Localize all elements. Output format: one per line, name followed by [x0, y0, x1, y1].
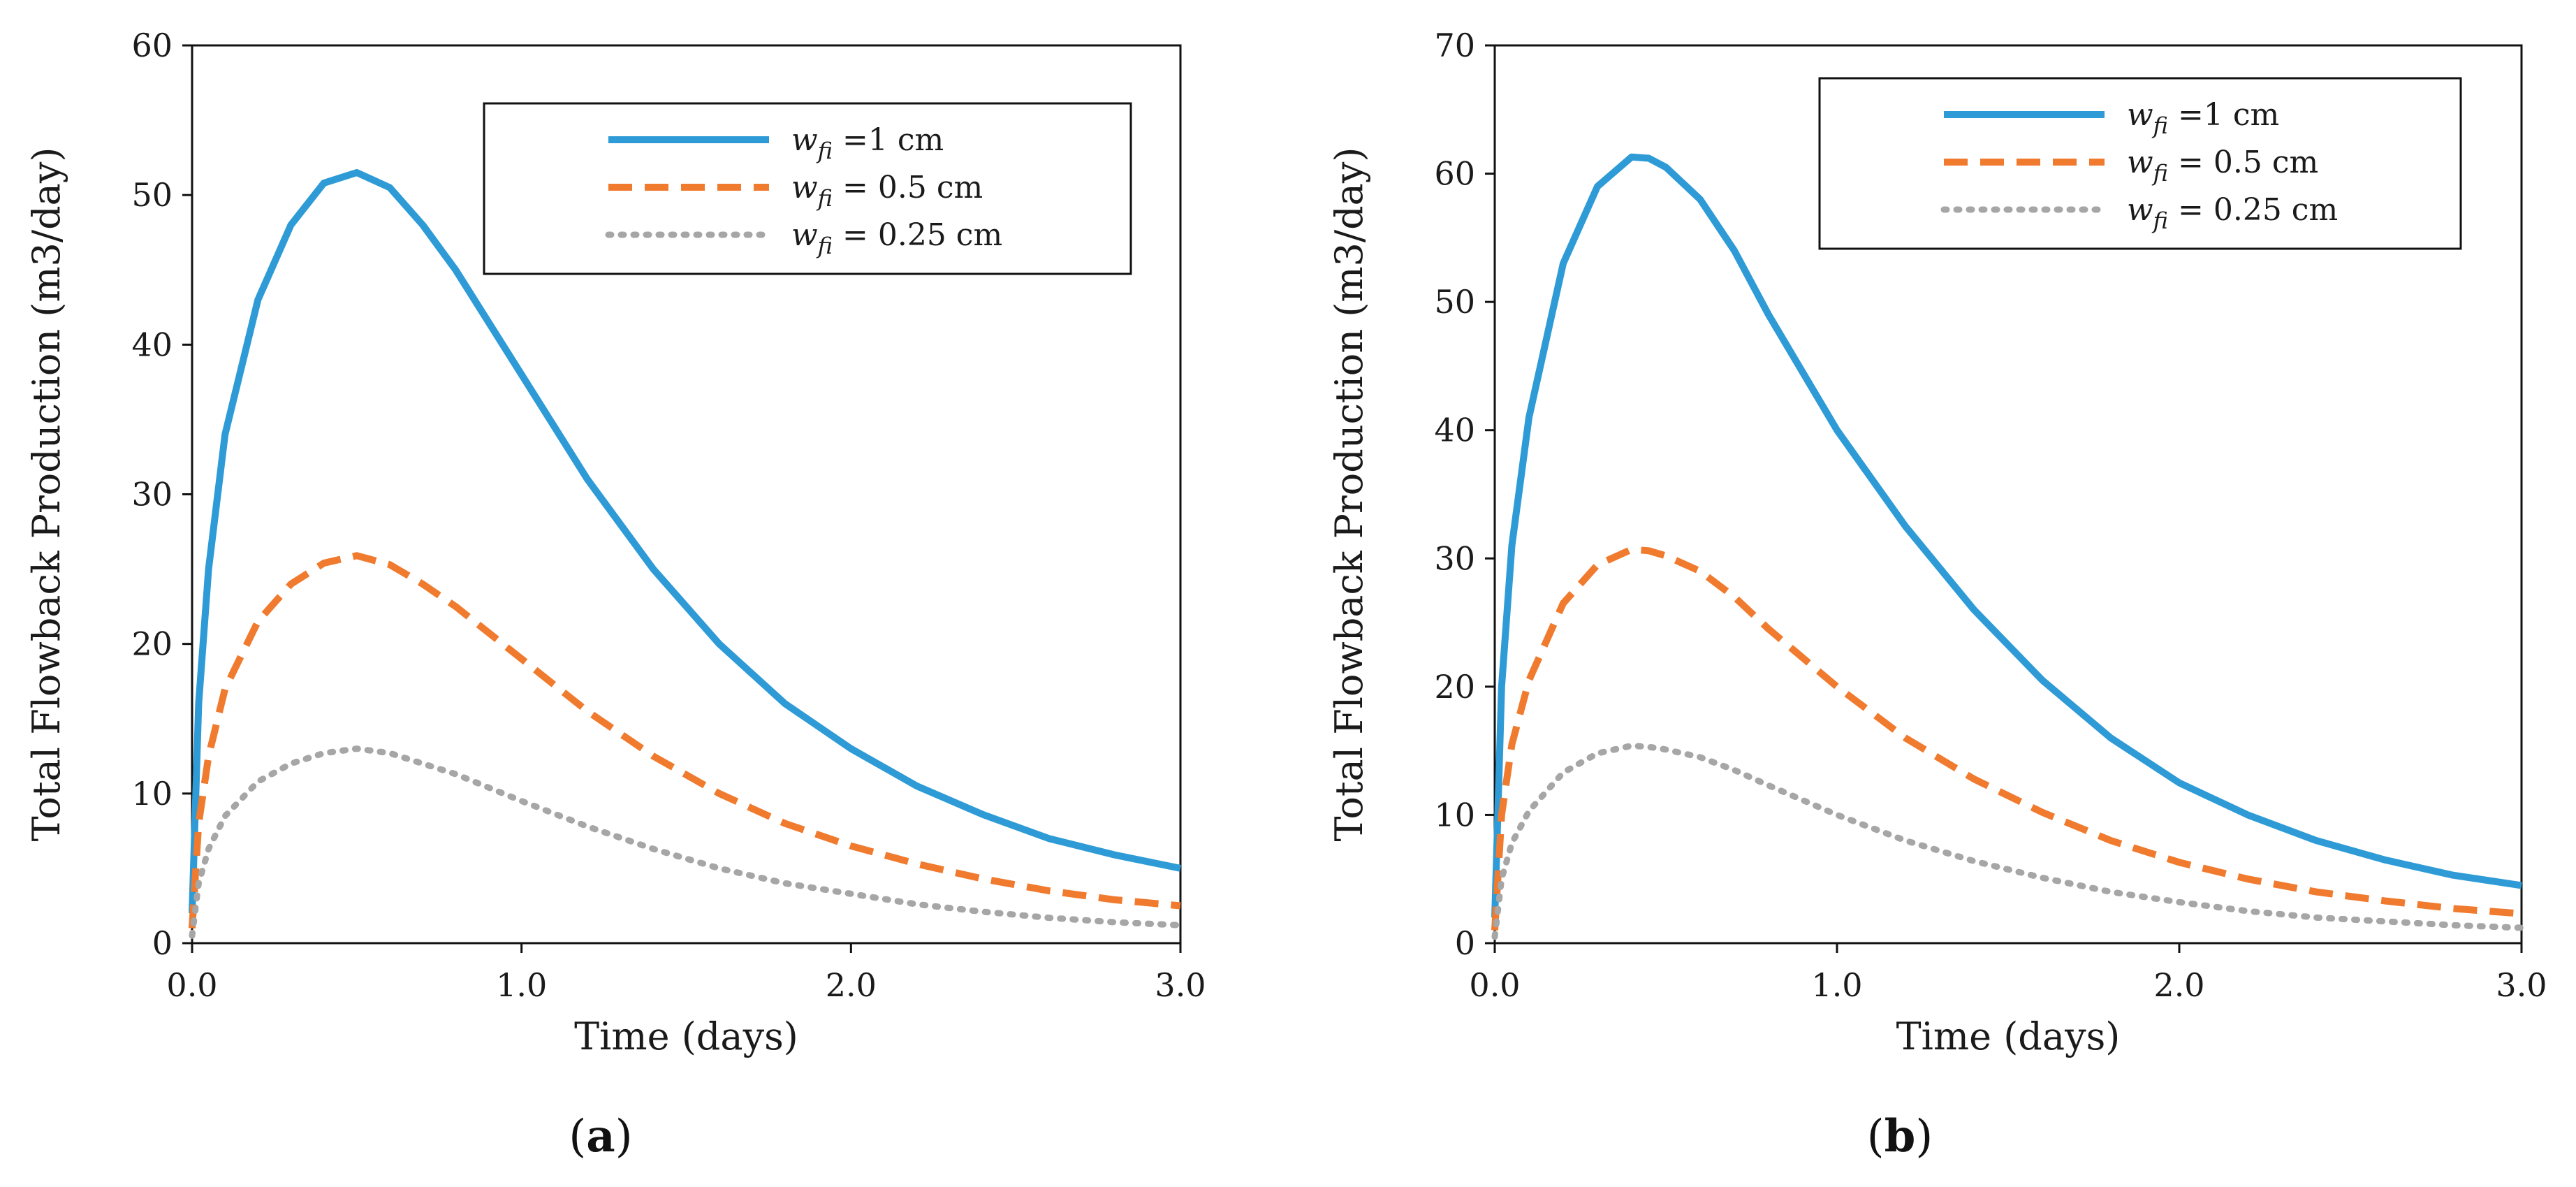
series-line-3: [1491, 742, 2525, 940]
y-tick-label: 20: [131, 625, 173, 663]
legend-entry-3: wfi = 0.25 cm: [2127, 192, 2338, 234]
y-tick-label: 50: [1434, 283, 1475, 321]
y-tick-label: 70: [1434, 27, 1475, 64]
plot-frame: [1493, 44, 2523, 945]
y-tick-label: 10: [131, 775, 173, 813]
legend-entry-3: wfi = 0.25 cm: [791, 217, 1002, 259]
series-line-2: [1491, 546, 2522, 931]
y-tick-label: 40: [131, 326, 173, 363]
legend-entry-2: wfi = 0.5 cm: [2127, 145, 2318, 187]
x-tick-label: 1.0: [1811, 966, 1862, 1004]
x-axis-title: Time (days): [1896, 1014, 2121, 1058]
y-tick-label: 30: [1434, 539, 1475, 577]
series-line-2: [189, 552, 1181, 929]
legend-entry-2: wfi = 0.5 cm: [791, 170, 983, 212]
panel-label: (a): [569, 1110, 632, 1163]
x-tick-label: 2.0: [826, 966, 877, 1004]
legend-entry-1: wfi =1 cm: [791, 122, 944, 164]
x-tick-label: 2.0: [2153, 966, 2204, 1004]
panel-label: (b): [1867, 1110, 1933, 1163]
y-tick-label: 0: [152, 924, 173, 962]
y-tick-label: 40: [1434, 412, 1475, 449]
y-tick-label: 60: [1434, 155, 1475, 193]
x-axis-title: Time (days): [574, 1014, 798, 1058]
y-tick-label: 20: [1434, 668, 1475, 706]
series-line-1: [1491, 153, 2522, 918]
x-tick-label: 1.0: [496, 966, 547, 1004]
y-tick-label: 60: [131, 27, 173, 64]
legend-entry-1: wfi =1 cm: [2127, 97, 2279, 139]
legend-box: [1818, 77, 2462, 250]
y-tick-label: 50: [131, 176, 173, 214]
x-tick-label: 0.0: [1469, 966, 1520, 1004]
legend: wfi =1 cm wfi = 0.5 cm wfi = 0.25 cm: [483, 102, 1132, 275]
y-axis-title: Total Flowback Production (m3/day): [24, 147, 68, 842]
y-tick-label: 0: [1455, 924, 1475, 962]
x-tick-label: 3.0: [1155, 966, 1206, 1004]
y-tick-label: 30: [131, 476, 173, 514]
legend: wfi =1 cm wfi = 0.5 cm wfi = 0.25 cm: [1818, 77, 2462, 250]
y-axis-title: Total Flowback Production (m3/day): [1327, 147, 1371, 842]
chart-panel-b: 0 10 20 30 40 50 60 70 0.0 1.0 2.0 3.0 Time (days) To…: [1327, 27, 2547, 1163]
chart-panel-a: 0 10 20 30 40 50 60 0.0 1.0 2.0 3.0 Time (days) Tota…: [24, 27, 1206, 1163]
series-line-1: [189, 169, 1182, 914]
series-line-3: [189, 745, 1184, 939]
x-tick-label: 0.0: [166, 966, 217, 1004]
x-tick-label: 3.0: [2496, 966, 2547, 1004]
legend-box: [483, 102, 1132, 275]
y-tick-label: 10: [1434, 796, 1475, 833]
